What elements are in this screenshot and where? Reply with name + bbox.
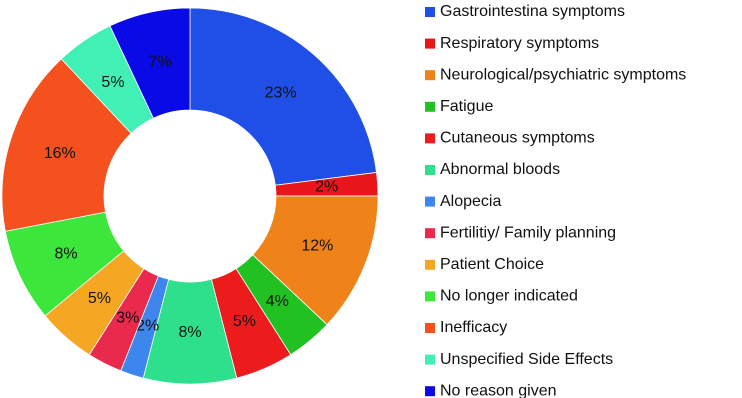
- legend-label: Inefficacy: [440, 319, 507, 336]
- legend-label: Patient Choice: [440, 256, 544, 273]
- legend-swatch: [425, 7, 435, 17]
- legend-swatch: [425, 323, 435, 333]
- legend-label: No longer indicated: [440, 288, 578, 305]
- legend-swatch: [425, 165, 435, 175]
- data-label: 23%: [265, 84, 297, 101]
- legend-swatch: [425, 70, 435, 81]
- legend-swatch: [425, 228, 435, 239]
- donut-slice: [189, 7, 377, 186]
- data-label: 12%: [301, 238, 333, 255]
- data-label: 3%: [116, 309, 139, 326]
- data-label: 5%: [101, 74, 124, 91]
- data-label: 16%: [44, 145, 76, 162]
- legend-swatch: [425, 38, 435, 49]
- legend-label: Abnormal bloods: [440, 161, 560, 178]
- legend-label: Fatigue: [440, 98, 493, 115]
- legend-swatch: [425, 354, 435, 365]
- legend-label: Gastrointestina symptoms: [440, 3, 625, 20]
- donut-slice: [109, 7, 191, 119]
- data-label: 5%: [88, 290, 111, 307]
- legend-label: Unspecified Side Effects: [440, 351, 613, 368]
- legend-label: Alopecia: [440, 193, 501, 210]
- legend-label: No reason given: [440, 382, 557, 398]
- data-label: 8%: [178, 324, 201, 341]
- data-label: 8%: [54, 246, 77, 263]
- legend-label: Neurological/psychiatric symptoms: [440, 66, 686, 83]
- legend-swatch: [425, 196, 435, 207]
- legend-swatch: [425, 133, 435, 144]
- legend-swatch: [425, 259, 435, 270]
- data-label: 4%: [266, 293, 289, 310]
- legend-swatch: [425, 386, 435, 397]
- legend-label: Fertilitiy/ Family planning: [440, 224, 616, 241]
- data-label: 5%: [233, 313, 256, 330]
- data-label: 7%: [149, 54, 172, 71]
- data-label: 2%: [136, 318, 159, 335]
- donut-slice: [1, 58, 132, 232]
- legend-label: Respiratory symptoms: [440, 35, 599, 52]
- legend-swatch: [425, 291, 435, 302]
- legend-swatch: [425, 101, 435, 112]
- data-label: 2%: [315, 179, 338, 196]
- legend-label: Cutaneous symptoms: [440, 130, 595, 147]
